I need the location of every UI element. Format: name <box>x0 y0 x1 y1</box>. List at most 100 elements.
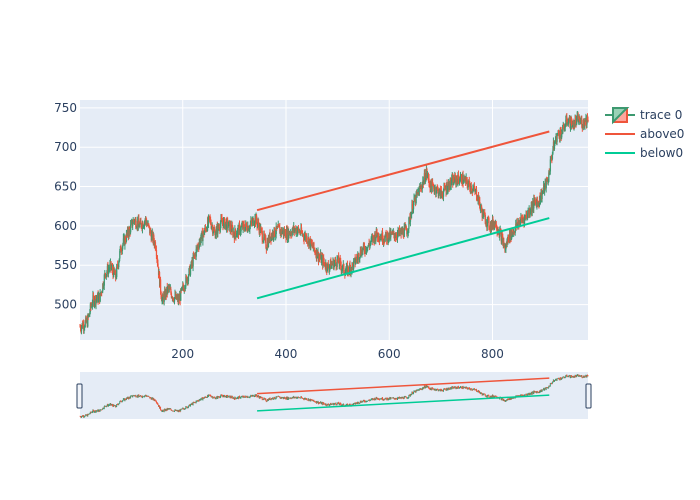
candle-body <box>375 237 377 241</box>
candle-body <box>403 227 405 237</box>
legend-item[interactable]: above0 <box>605 127 684 141</box>
candle-body <box>127 229 129 236</box>
candle-body <box>558 133 560 138</box>
candle-body <box>424 173 426 183</box>
candle-body <box>469 183 471 189</box>
candle-body <box>382 232 384 242</box>
range-slider-preview <box>79 374 589 418</box>
candle-body <box>541 192 543 200</box>
candle-body <box>116 266 118 278</box>
candle-body <box>163 293 165 302</box>
candle-body <box>316 249 318 259</box>
candle-body <box>325 263 327 270</box>
candle-body <box>570 120 573 126</box>
candle-body <box>321 257 323 263</box>
legend-label: trace 0 <box>640 108 682 122</box>
range-slider-left-handle[interactable] <box>76 383 83 409</box>
candle-body <box>569 116 571 128</box>
candle-body <box>336 259 338 268</box>
candle-body <box>192 255 194 267</box>
candle-body <box>207 219 209 231</box>
candle-body <box>154 242 157 249</box>
candle-body <box>385 231 387 235</box>
candle-body <box>470 186 473 192</box>
candle-body <box>335 262 337 267</box>
x-tick-label: 200 <box>171 347 194 361</box>
candle-body <box>300 227 303 233</box>
candle-body <box>340 265 342 271</box>
candle-body <box>376 228 378 235</box>
candle-body <box>561 132 563 138</box>
x-tick-label: 600 <box>378 347 401 361</box>
candle-body <box>451 177 453 184</box>
range-slider-right-handle[interactable] <box>585 383 592 409</box>
candle-body <box>367 246 369 251</box>
candle-body <box>119 251 121 259</box>
candle-body <box>261 231 263 241</box>
candle-body <box>330 264 333 269</box>
candle-body <box>413 202 415 210</box>
legend-item[interactable]: trace 0 <box>605 107 682 125</box>
x-axis: 200 400 600 800 <box>171 347 504 361</box>
candle-body <box>278 224 280 227</box>
candle-body <box>139 223 141 228</box>
candle-body <box>277 227 279 229</box>
candle-body <box>157 263 159 267</box>
candle-body <box>185 276 187 287</box>
candle-body <box>565 119 567 126</box>
y-axis: 500 550 600 650 700 750 <box>54 101 77 312</box>
legend-item[interactable]: below0 <box>605 146 683 160</box>
candle-body <box>104 273 106 275</box>
candle-body <box>499 230 501 237</box>
candle-body <box>234 228 237 234</box>
candle-body <box>428 178 430 184</box>
trend-line-below0 <box>256 217 550 300</box>
candle-body <box>130 221 132 225</box>
candle-body <box>101 292 103 294</box>
candle-body <box>173 297 176 302</box>
candle-body <box>246 225 248 231</box>
candle-body <box>335 259 337 263</box>
candle-body <box>134 219 136 223</box>
range-slider[interactable] <box>80 372 588 419</box>
candle-body <box>531 204 533 212</box>
legend: trace 0 above0 below0 <box>605 107 684 160</box>
candle-body <box>442 190 445 197</box>
candle-body <box>88 313 90 317</box>
candle-body <box>566 116 568 124</box>
candle-body <box>208 216 210 224</box>
candle-body <box>130 224 132 233</box>
candle-body <box>140 220 142 224</box>
candle-body <box>358 253 360 260</box>
candle-body <box>484 214 486 224</box>
candle-body <box>447 185 449 191</box>
candle-body <box>112 267 114 272</box>
candle-body <box>84 321 86 328</box>
candle-body <box>203 231 206 235</box>
candle-body <box>583 120 585 126</box>
candle-body <box>148 225 150 227</box>
candle-body <box>142 223 144 228</box>
candle-body <box>384 236 386 242</box>
candle-body <box>135 219 137 228</box>
candle-body <box>220 218 222 225</box>
candle-body <box>326 263 328 272</box>
candle-body <box>548 172 550 182</box>
candle-body <box>462 175 464 184</box>
candle-body <box>113 267 115 273</box>
y-tick-label: 650 <box>54 180 77 194</box>
candle-body <box>577 114 579 123</box>
candle-body <box>238 224 240 235</box>
candle-body <box>483 212 485 218</box>
candle-body <box>411 204 414 212</box>
x-tick-label: 400 <box>275 347 298 361</box>
candle-body <box>572 121 574 123</box>
candle-body <box>438 189 441 195</box>
candle-body <box>387 233 389 243</box>
candle-body <box>472 188 474 192</box>
candle-body <box>291 230 293 236</box>
plot-area[interactable] <box>80 100 588 340</box>
candle-body <box>148 223 150 226</box>
candle-body <box>475 189 478 199</box>
candle-body <box>160 279 162 292</box>
